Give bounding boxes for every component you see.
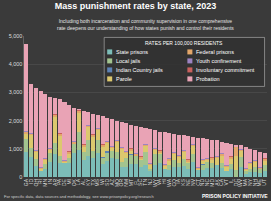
svg-text:3,000: 3,000 <box>9 89 23 95</box>
svg-text:Parole: Parole <box>116 76 132 82</box>
svg-text:ME: ME <box>256 178 262 186</box>
svg-text:NV: NV <box>190 178 196 186</box>
svg-text:1,000: 1,000 <box>9 146 23 152</box>
svg-text:4,000: 4,000 <box>9 61 23 67</box>
svg-text:ID: ID <box>28 179 34 184</box>
svg-text:MS: MS <box>94 178 100 186</box>
svg-text:NE: NE <box>185 178 191 186</box>
svg-text:OR: OR <box>118 179 124 187</box>
svg-text:RATES PER 100,000 RESIDENTS: RATES PER 100,000 RESIDENTS <box>145 40 223 46</box>
svg-text:DE: DE <box>61 178 67 186</box>
svg-text:UT: UT <box>261 179 267 186</box>
svg-text:CA: CA <box>218 178 224 186</box>
svg-text:TX: TX <box>90 178 96 185</box>
svg-text:FL: FL <box>133 179 139 185</box>
svg-text:For specific data, data source: For specific data, data sources and meth… <box>4 194 154 199</box>
svg-text:VA: VA <box>156 178 162 185</box>
svg-text:SD: SD <box>104 179 110 186</box>
svg-text:Including both incarceration a: Including both incarceration and communi… <box>57 18 234 31</box>
svg-text:KY: KY <box>85 178 91 185</box>
svg-text:NM: NM <box>123 179 129 187</box>
svg-text:OK: OK <box>71 178 77 186</box>
svg-text:TN: TN <box>142 179 148 186</box>
svg-text:WA: WA <box>166 178 172 187</box>
svg-text:Local jails: Local jails <box>116 58 140 64</box>
svg-text:WV: WV <box>237 178 243 187</box>
svg-text:NJ: NJ <box>147 179 153 186</box>
svg-text:MT: MT <box>128 179 134 186</box>
svg-text:LA: LA <box>75 178 81 185</box>
svg-text:PA: PA <box>56 178 62 185</box>
svg-text:AK: AK <box>214 178 220 185</box>
svg-text:NH: NH <box>252 179 258 187</box>
svg-text:VT: VT <box>223 179 229 185</box>
svg-text:IA: IA <box>175 178 181 183</box>
svg-text:MO: MO <box>114 179 120 187</box>
svg-text:NC: NC <box>204 179 210 187</box>
svg-text:Federal prisons: Federal prisons <box>196 49 234 55</box>
svg-text:MD: MD <box>209 179 215 187</box>
svg-text:CT: CT <box>195 179 201 186</box>
svg-text:CO: CO <box>171 179 177 187</box>
svg-text:AL: AL <box>80 179 86 185</box>
svg-text:5,000: 5,000 <box>9 33 23 39</box>
svg-text:KS: KS <box>180 178 186 185</box>
svg-text:MN: MN <box>42 179 48 187</box>
svg-text:Involuntary commitment: Involuntary commitment <box>196 67 255 73</box>
svg-text:RI: RI <box>37 179 43 184</box>
svg-text:State prisons: State prisons <box>116 49 148 55</box>
svg-text:ND: ND <box>199 179 205 187</box>
svg-text:MA: MA <box>242 178 248 186</box>
svg-text:NY: NY <box>247 178 253 186</box>
svg-text:Probation: Probation <box>196 76 220 82</box>
svg-text:0: 0 <box>19 174 22 180</box>
svg-text:AZ: AZ <box>109 179 115 185</box>
svg-text:PRISON POLICY INITIATIVE: PRISON POLICY INITIATIVE <box>202 193 268 199</box>
svg-text:MI: MI <box>66 179 72 185</box>
svg-text:AR: AR <box>52 179 58 186</box>
svg-text:WI: WI <box>99 179 105 185</box>
svg-text:2,000: 2,000 <box>9 118 23 124</box>
svg-text:GA: GA <box>23 178 29 186</box>
svg-text:Youth confinement: Youth confinement <box>196 58 242 64</box>
svg-text:DC: DC <box>233 179 239 187</box>
svg-text:IN: IN <box>47 179 53 184</box>
svg-text:Indian Country jails: Indian Country jails <box>116 67 163 73</box>
svg-text:OH: OH <box>33 179 39 187</box>
svg-text:WY: WY <box>152 178 158 187</box>
svg-text:SC: SC <box>137 179 143 186</box>
svg-text:IL: IL <box>228 179 234 183</box>
svg-text:HI: HI <box>161 179 167 184</box>
svg-text:Mass punishment rates by state: Mass punishment rates by state, 2023 <box>55 1 217 11</box>
